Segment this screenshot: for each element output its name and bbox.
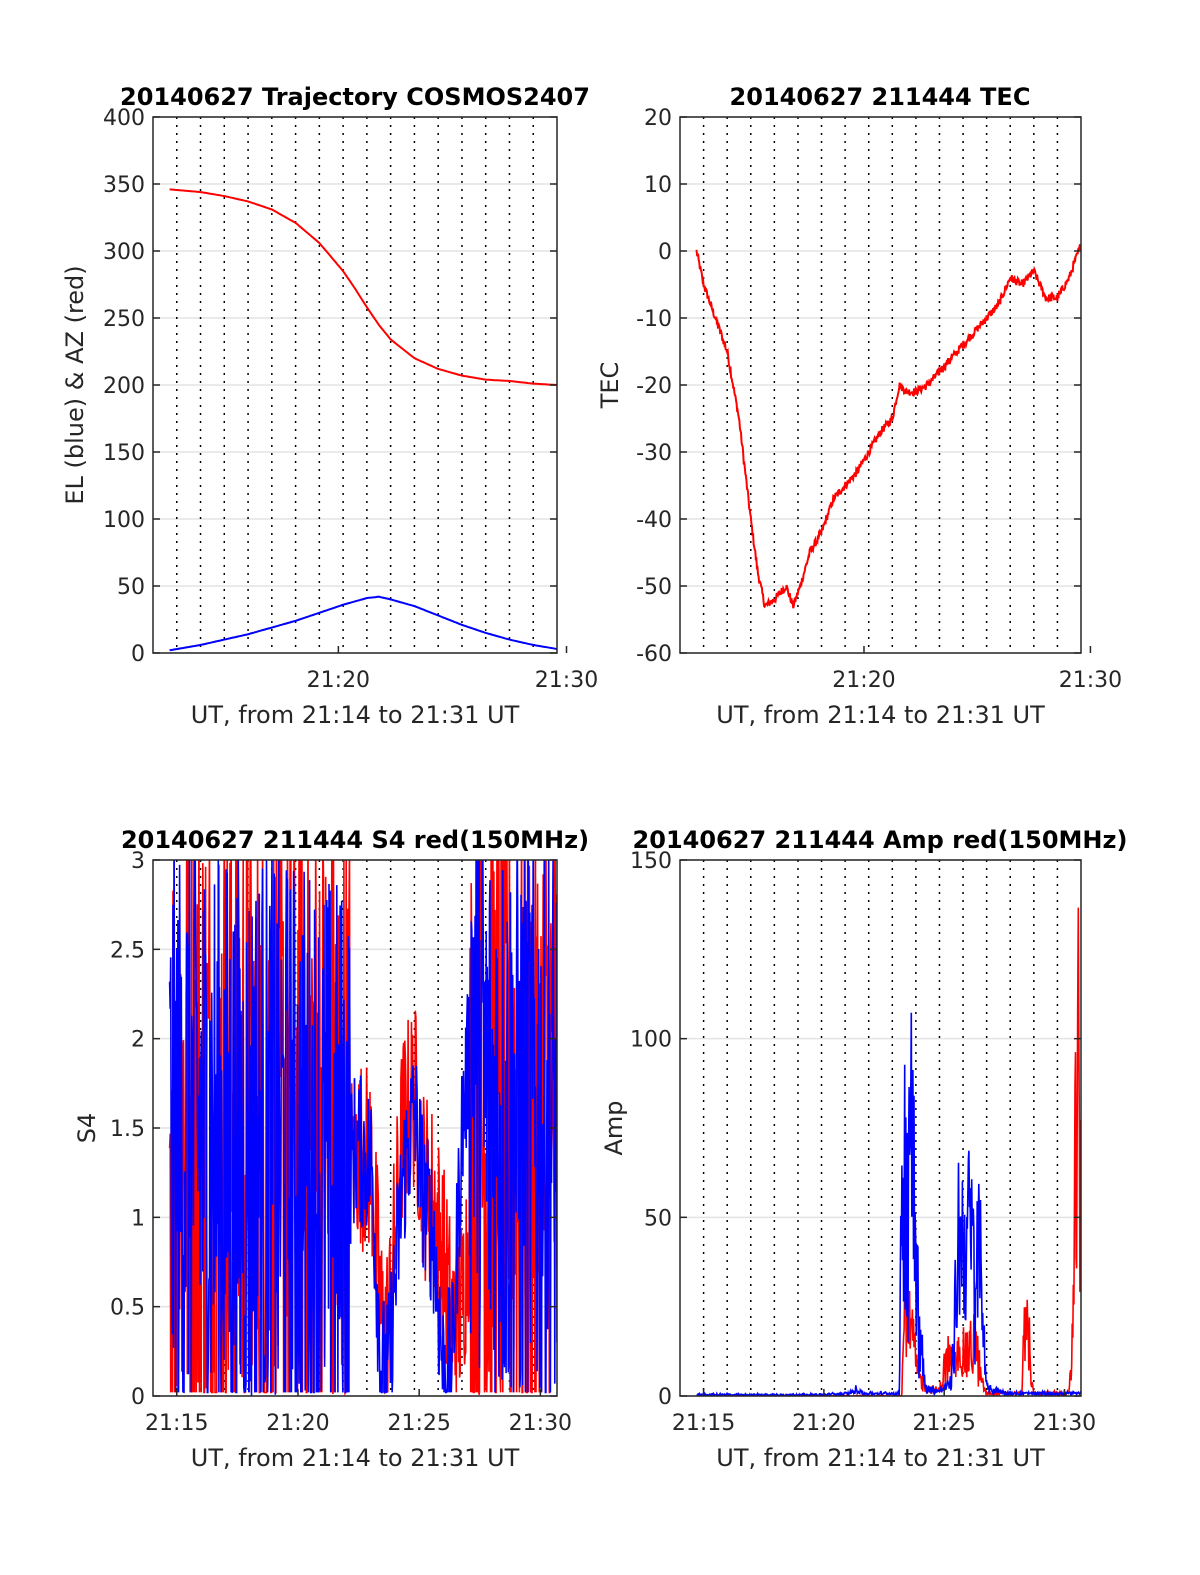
y-tick-label: 0 — [131, 642, 145, 667]
x-tick-label: 21:30 — [509, 1411, 572, 1436]
y-tick-label: 20 — [644, 106, 672, 131]
gridlines — [153, 116, 557, 654]
chart-panel-2: -60 -50 -40 -30 -20 -10 0 10 20 21:20 21:30 2014062… — [596, 83, 1122, 729]
x-axis-label: UT, from 21:14 to 21:31 UT — [716, 1444, 1045, 1472]
x-tick-label: 21:15 — [672, 1411, 735, 1436]
series-line-red — [695, 244, 1081, 609]
series-line-red — [696, 907, 1081, 1396]
y-tick-label: 150 — [630, 849, 672, 874]
series-line-blue — [169, 595, 557, 652]
x-tick-label: 21:20 — [832, 668, 895, 693]
gridlines — [680, 859, 1081, 1397]
series-group — [696, 907, 1081, 1396]
y-tick-label: -40 — [636, 508, 672, 533]
x-axis-label: UT, from 21:14 to 21:31 UT — [191, 701, 520, 729]
y-axis-label: Amp — [600, 1100, 628, 1155]
y-tick-label: 100 — [630, 1028, 672, 1053]
y-tick-label: 300 — [103, 240, 145, 265]
series-group — [169, 188, 557, 652]
y-tick-label: 1.5 — [110, 1117, 145, 1142]
y-tick-label: 50 — [644, 1206, 672, 1231]
y-axis-label: S4 — [73, 1113, 101, 1144]
x-tick-label: 21:20 — [792, 1411, 855, 1436]
gridlines — [680, 116, 1081, 654]
y-tick-label: 50 — [117, 575, 145, 600]
x-tick-label: 21:20 — [266, 1411, 329, 1436]
y-tick-label: 1 — [131, 1206, 145, 1231]
x-tick-label: 21:30 — [1059, 668, 1122, 693]
y-tick-label: 3 — [131, 849, 145, 874]
x-axis-label: UT, from 21:14 to 21:31 UT — [716, 701, 1045, 729]
x-tick-label: 21:25 — [387, 1411, 450, 1436]
y-tick-label: 2 — [131, 1028, 145, 1053]
y-axis-label: EL (blue) & AZ (red) — [61, 265, 89, 504]
chart-panel-1: 0 50 100 150 200 250 300 350 400 21:20 21:30 201406… — [61, 83, 598, 729]
x-tick-label: 21:30 — [1033, 1411, 1096, 1436]
chart-title: 20140627 211444 TEC — [730, 83, 1031, 111]
y-tick-label: 400 — [103, 106, 145, 131]
chart-title: 20140627 211444 Amp red(150MHz) — [633, 826, 1128, 854]
y-tick-label: -50 — [636, 575, 672, 600]
chart-title: 20140627 211444 S4 red(150MHz) — [121, 826, 589, 854]
y-tick-label: 0.5 — [110, 1296, 145, 1321]
series-group — [168, 860, 557, 1396]
series-line-red — [169, 188, 557, 386]
y-tick-label: 10 — [644, 173, 672, 198]
chart-panel-3: 0 0.5 1 1.5 2 2.5 3 21:15 21:20 21:25 21:30 2014062… — [73, 826, 589, 1472]
series-group — [695, 244, 1081, 609]
chart-panel-4: 0 50 100 150 21:15 21:20 21:25 21:30 20140627 21… — [600, 826, 1127, 1472]
y-tick-label: 150 — [103, 441, 145, 466]
y-tick-label: 100 — [103, 508, 145, 533]
y-tick-label: 0 — [131, 1385, 145, 1410]
y-tick-label: -30 — [636, 441, 672, 466]
y-tick-label: 2.5 — [110, 938, 145, 963]
y-tick-label: -10 — [636, 307, 672, 332]
x-tick-label: 21:25 — [912, 1411, 975, 1436]
x-tick-label: 21:30 — [535, 668, 598, 693]
y-tick-label: 200 — [103, 374, 145, 399]
series-line-blue — [696, 1012, 1081, 1396]
y-tick-label: 250 — [103, 307, 145, 332]
axes-frame — [679, 859, 1082, 1397]
x-tick-label: 21:20 — [307, 668, 370, 693]
y-tick-label: 0 — [658, 240, 672, 265]
series-line-blue — [168, 860, 557, 1396]
y-axis-label: TEC — [596, 362, 624, 410]
y-tick-label: -60 — [636, 642, 672, 667]
x-axis-label: UT, from 21:14 to 21:31 UT — [191, 1444, 520, 1472]
y-tick-label: -20 — [636, 374, 672, 399]
y-tick-label: 350 — [103, 173, 145, 198]
x-tick-label: 21:15 — [145, 1411, 208, 1436]
y-tick-label: 0 — [658, 1385, 672, 1410]
chart-title: 20140627 Trajectory COSMOS2407 — [120, 83, 590, 111]
